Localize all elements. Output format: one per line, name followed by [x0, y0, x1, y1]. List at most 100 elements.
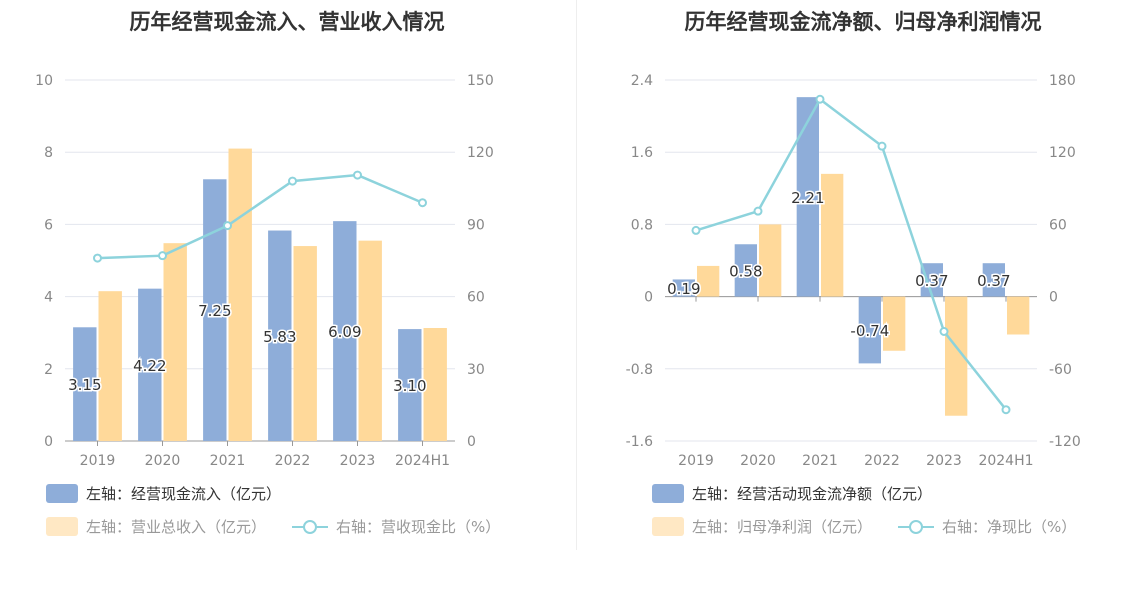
data-label: 0.58 [729, 262, 762, 280]
line-point [158, 251, 167, 261]
y-left-tick-label: 0.8 [631, 217, 653, 233]
y-left-tick-label: -0.8 [626, 362, 653, 378]
bar [672, 279, 695, 297]
line-point [93, 253, 102, 263]
bar [821, 173, 844, 297]
legend-row-1: 左轴：经营现金流入（亿元） [46, 483, 307, 504]
y-left-tick-label: 1.6 [631, 145, 653, 161]
bar [883, 296, 906, 351]
right-chart-panel: 历年经营现金流净额、归母净利润情况 -1.6 -120 -0.8 -60 0 0 0.8 60… [578, 0, 1148, 560]
legend-label: 左轴：归母净利润（亿元） [692, 518, 873, 536]
legend-label: 左轴：营业总收入（亿元） [86, 518, 267, 536]
series-line [97, 173, 423, 260]
y-right-tick-label: 90 [467, 217, 485, 233]
legend-item-revenue[interactable]: 左轴：营业总收入（亿元） [46, 516, 266, 537]
bar [398, 329, 422, 441]
bar [982, 263, 1005, 297]
y-right-tick-label: -120 [1049, 434, 1081, 450]
legend-label: 左轴：经营现金流入（亿元） [86, 485, 282, 503]
line-point [1001, 405, 1011, 415]
legend-item-net-profit[interactable]: 左轴：归母净利润（亿元） [652, 516, 872, 537]
legend-row-2: 左轴：归母净利润（亿元） 右轴：净现比（%） [652, 516, 1102, 537]
y-left-tick-label: -1.6 [626, 434, 653, 450]
y-left-tick-label: 10 [35, 73, 53, 89]
line-point [223, 221, 232, 231]
data-label: -0.74 [850, 322, 889, 340]
y-left-tick-label: 2.4 [631, 73, 653, 89]
bar [138, 288, 162, 441]
panel-divider [576, 0, 577, 550]
bar [858, 296, 881, 364]
series-line [695, 97, 1007, 411]
y-left-tick-label: 2 [44, 362, 53, 378]
x-tick-label: 2019 [678, 453, 714, 469]
y-right-tick-label: -60 [1049, 362, 1072, 378]
x-tick-label: 2024H1 [395, 453, 450, 469]
x-tick-label: 2022 [275, 453, 311, 469]
data-label: 0.37 [977, 272, 1010, 290]
data-label: 3.10 [393, 377, 426, 395]
x-tick-label: 2020 [740, 453, 776, 469]
bar [98, 291, 122, 441]
legend-line-swatch [898, 517, 935, 536]
bar [358, 240, 382, 441]
chart-title: 历年经营现金流净额、归母净利润情况 [684, 10, 1042, 34]
legend-label: 左轴：经营活动现金流净额（亿元） [692, 485, 933, 503]
data-label: 5.83 [263, 328, 296, 346]
legend-swatch-blue [652, 484, 684, 503]
legend-item-net-cashflow[interactable]: 左轴：经营活动现金流净额（亿元） [652, 483, 932, 504]
bar [163, 243, 187, 441]
bar [759, 224, 782, 297]
y-right-tick-label: 150 [467, 73, 494, 89]
bar [423, 328, 447, 441]
y-right-tick-label: 0 [467, 434, 476, 450]
y-right-tick-label: 0 [1049, 290, 1058, 306]
bar [203, 179, 227, 441]
bar [945, 296, 968, 416]
data-label: 7.25 [198, 302, 231, 320]
line-point [753, 206, 763, 216]
x-tick-label: 2020 [145, 453, 181, 469]
y-left-tick-label: 0 [44, 434, 53, 450]
legend-item-ratio[interactable]: 右轴：营收现金比（%） [292, 516, 500, 537]
y-right-tick-label: 30 [467, 362, 485, 378]
line-point [288, 176, 297, 186]
legend-item-inflow[interactable]: 左轴：经营现金流入（亿元） [46, 483, 281, 504]
line-point [418, 198, 427, 208]
bar [293, 246, 317, 441]
legend-swatch-orange [652, 517, 684, 536]
bar [73, 327, 97, 441]
bar [920, 263, 943, 297]
chart-title: 历年经营现金流入、营业收入情况 [129, 10, 445, 34]
y-right-tick-label: 120 [467, 145, 494, 161]
y-right-tick-label: 60 [1049, 217, 1067, 233]
bar [697, 265, 720, 297]
bar [333, 221, 357, 441]
data-label: 3.15 [68, 376, 101, 394]
left-chart-panel: 历年经营现金流入、营业收入情况 0 0 2 30 4 60 6 90 8 120 10 150 2019… [0, 0, 574, 560]
bar [228, 148, 252, 441]
line-point [353, 170, 362, 180]
x-tick-label: 2023 [926, 453, 962, 469]
legend-row-1: 左轴：经营活动现金流净额（亿元） [652, 483, 958, 504]
bar [1007, 296, 1030, 335]
x-tick-label: 2023 [340, 453, 376, 469]
bar [268, 230, 292, 441]
data-label: 4.22 [133, 357, 166, 375]
legend-swatch-blue [46, 484, 78, 503]
line-point [939, 326, 949, 336]
x-tick-label: 2024H1 [978, 453, 1033, 469]
x-tick-label: 2021 [210, 453, 246, 469]
left-chart-svg: 0 0 2 30 4 60 6 90 8 120 10 150 2019 2020 2021 2022 2023… [35, 73, 494, 469]
x-tick-label: 2021 [802, 453, 838, 469]
bar [734, 244, 757, 297]
y-right-tick-label: 120 [1049, 145, 1076, 161]
legend-row-2: 左轴：营业总收入（亿元） 右轴：营收现金比（%） [46, 516, 526, 537]
legend-item-net-ratio[interactable]: 右轴：净现比（%） [898, 516, 1076, 537]
data-label: 0.19 [667, 280, 700, 298]
line-point [815, 94, 825, 104]
right-chart-svg: -1.6 -120 -0.8 -60 0 0 0.8 60 1.6 120 2.4 180 2019 20… [626, 73, 1081, 469]
x-tick-label: 2022 [864, 453, 900, 469]
y-right-tick-label: 180 [1049, 73, 1076, 89]
y-left-tick-label: 6 [44, 217, 53, 233]
